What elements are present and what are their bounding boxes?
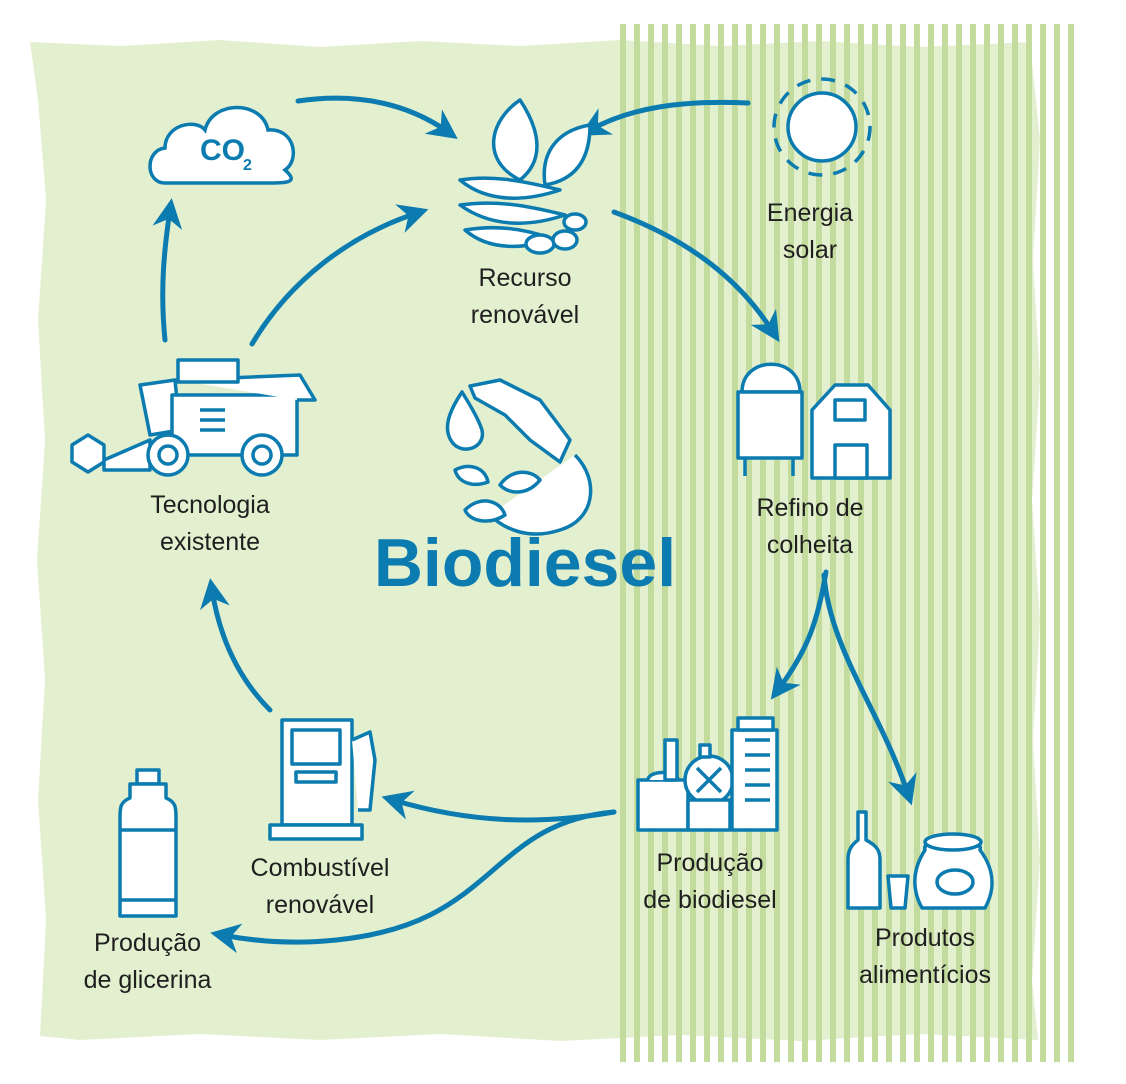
node-label-combustivel: Combustível renovável (220, 850, 420, 924)
node-label-energia: Energia solar (740, 195, 880, 269)
stripe (620, 24, 626, 1062)
stripe (942, 24, 948, 1062)
stripe (900, 24, 906, 1062)
stripe (886, 24, 892, 1062)
stripe (718, 24, 724, 1062)
node-label-line: Produção (656, 849, 764, 877)
co2-cloud-icon (148, 105, 296, 185)
node-label-line: Produção (93, 929, 202, 957)
arrow-producao-to-glicerina (210, 809, 617, 954)
arrow-combustivel-to-tecnologia (200, 578, 273, 713)
fuel-pump-icon (268, 718, 377, 841)
co2-subscript: 2 (243, 157, 252, 174)
stripe (746, 24, 752, 1062)
stripe (816, 24, 822, 1062)
node-label-line: solar (782, 236, 838, 264)
node-label-line: existente (159, 528, 261, 556)
node-label-produtos: Produtos alimentícios (825, 920, 1025, 994)
silo-barn-icon (736, 362, 892, 480)
node-label-line: renovável (265, 891, 375, 919)
node-label-line: alimentícios (859, 961, 991, 989)
arrow-tecnologia-to-co2 (152, 198, 183, 343)
node-label-line: colheita (766, 531, 854, 559)
stripe (690, 24, 696, 1062)
stripe (1012, 24, 1018, 1062)
stripe (928, 24, 934, 1062)
node-label-line: Recurso (478, 264, 572, 292)
node-label-line: de glicerina (83, 966, 212, 994)
factory-icon (636, 716, 779, 832)
arrow-refino-to-produtos (821, 572, 917, 806)
stripe (648, 24, 654, 1062)
sun-icon (772, 77, 872, 177)
stripe (970, 24, 976, 1062)
harvester-icon (70, 358, 317, 477)
stripe (872, 24, 878, 1062)
stripe (1026, 24, 1032, 1062)
node-label-line: Energia (766, 199, 854, 227)
biodiesel-emblem-icon (445, 378, 593, 536)
glycerin-bottle-icon (118, 768, 178, 918)
node-label-line: Tecnologia (150, 491, 270, 519)
stripe (662, 24, 668, 1062)
stripe (1040, 24, 1046, 1062)
food-products-icon (846, 810, 994, 910)
stripe (858, 24, 864, 1062)
stripe (760, 24, 766, 1062)
stripe (774, 24, 780, 1062)
stripe (984, 24, 990, 1062)
stripes-pattern (620, 24, 1074, 1062)
cycle-arrows (152, 95, 917, 954)
soy-plant-icon (458, 98, 592, 255)
node-label-producao-biodiesel: Produção de biodiesel (610, 845, 810, 919)
node-label-line: Produtos (874, 924, 976, 952)
node-label-tecnologia: Tecnologia existente (110, 487, 310, 561)
stripe (998, 24, 1004, 1062)
stripe (634, 24, 640, 1062)
node-label-refino: Refino de colheita (720, 490, 900, 564)
stripe (914, 24, 920, 1062)
stripe (704, 24, 710, 1062)
node-label-line: Combustível (250, 854, 390, 882)
node-label-line: renovável (470, 301, 580, 329)
stripe (732, 24, 738, 1062)
stripe (1068, 24, 1074, 1062)
diagram-title: Biodiesel (373, 525, 677, 601)
co2-label: CO (200, 134, 245, 167)
stripe (1054, 24, 1060, 1062)
node-label-recurso: Recurso renovável (430, 260, 620, 334)
arrow-co2-to-recurso (295, 95, 458, 139)
stripe (802, 24, 808, 1062)
stripe (830, 24, 836, 1062)
stripe (844, 24, 850, 1062)
arrow-recurso-to-refino (611, 209, 780, 343)
stripe (956, 24, 962, 1062)
node-label-line: de biodiesel (643, 886, 777, 914)
arrow-sol-to-recurso (579, 99, 751, 136)
arrow-tecnologia-to-recurso (249, 204, 429, 347)
node-label-glicerina: Produção de glicerina (50, 925, 245, 999)
stripe (788, 24, 794, 1062)
stripe (676, 24, 682, 1062)
node-label-line: Refino de (756, 494, 864, 522)
